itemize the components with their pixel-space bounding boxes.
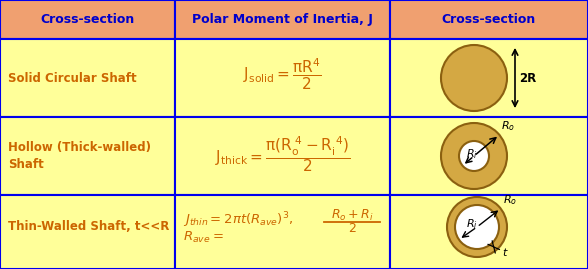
Bar bbox=[175, 39, 390, 117]
Circle shape bbox=[455, 205, 499, 249]
Text: $R_{ave} = $: $R_{ave} = $ bbox=[183, 229, 223, 245]
Bar bbox=[0, 117, 175, 195]
Text: $t$: $t$ bbox=[502, 246, 509, 258]
Text: $J_{thin} = 2\pi t(R_{ave})^3,$: $J_{thin} = 2\pi t(R_{ave})^3,$ bbox=[183, 210, 293, 230]
Bar bbox=[175, 117, 390, 195]
Text: Solid Circular Shaft: Solid Circular Shaft bbox=[8, 72, 136, 84]
Bar bbox=[390, 195, 588, 269]
Text: Shaft: Shaft bbox=[8, 158, 44, 171]
Bar bbox=[0, 0, 175, 39]
Bar bbox=[390, 117, 588, 195]
Circle shape bbox=[441, 45, 507, 111]
Text: $R_o$: $R_o$ bbox=[503, 193, 517, 207]
Bar bbox=[0, 195, 175, 269]
Circle shape bbox=[459, 141, 489, 171]
Text: $\mathregular{J_{thick} = \dfrac{\pi(R_o^{\ 4} - R_i^{\ 4})}{2}}$: $\mathregular{J_{thick} = \dfrac{\pi(R_o… bbox=[215, 134, 350, 174]
Text: Cross-section: Cross-section bbox=[442, 13, 536, 26]
Text: Polar Moment of Inertia, J: Polar Moment of Inertia, J bbox=[192, 13, 373, 26]
Bar bbox=[175, 0, 390, 39]
Text: $\mathregular{J_{solid} = \dfrac{\pi R^4}{2}}$: $\mathregular{J_{solid} = \dfrac{\pi R^4… bbox=[243, 56, 322, 92]
Text: Thin-Walled Shaft, t<<R: Thin-Walled Shaft, t<<R bbox=[8, 221, 169, 233]
Bar bbox=[175, 195, 390, 269]
Text: Cross-section: Cross-section bbox=[41, 13, 135, 26]
Bar bbox=[390, 0, 588, 39]
Text: $R_i$: $R_i$ bbox=[466, 217, 478, 231]
Circle shape bbox=[447, 197, 507, 257]
Circle shape bbox=[441, 123, 507, 189]
Text: $2$: $2$ bbox=[348, 222, 356, 235]
Bar bbox=[0, 39, 175, 117]
Text: $R_i$: $R_i$ bbox=[466, 147, 478, 161]
Text: $R_o + R_i$: $R_o + R_i$ bbox=[330, 207, 373, 222]
Text: 2R: 2R bbox=[519, 72, 536, 84]
Text: Hollow (Thick-walled): Hollow (Thick-walled) bbox=[8, 141, 151, 154]
Bar bbox=[390, 39, 588, 117]
Text: $R_o$: $R_o$ bbox=[502, 119, 516, 133]
